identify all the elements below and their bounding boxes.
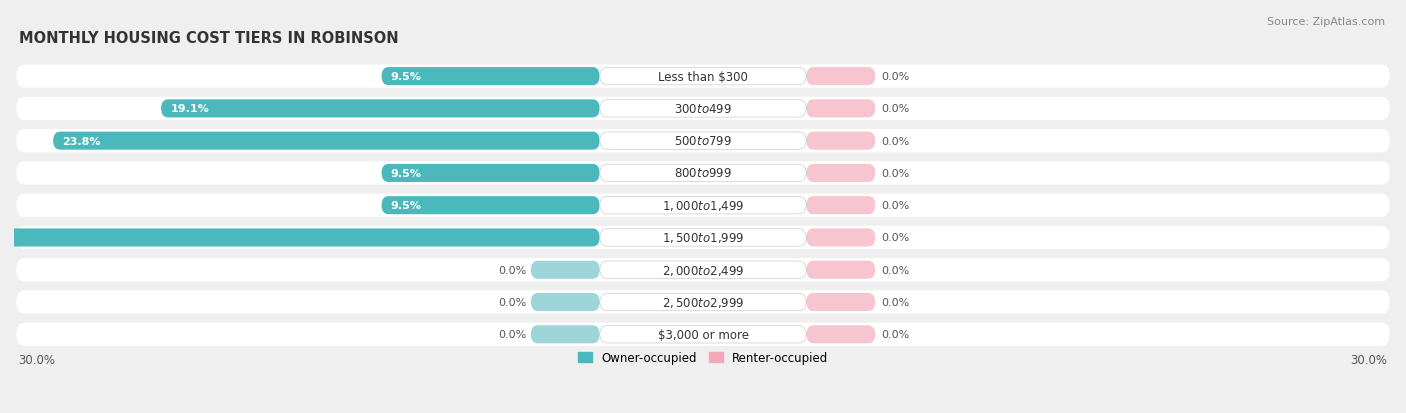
FancyBboxPatch shape [17, 162, 1389, 185]
FancyBboxPatch shape [599, 229, 807, 247]
Text: 0.0%: 0.0% [882, 72, 910, 82]
FancyBboxPatch shape [17, 323, 1389, 346]
FancyBboxPatch shape [807, 197, 875, 215]
Text: 9.5%: 9.5% [391, 72, 422, 82]
FancyBboxPatch shape [381, 68, 599, 86]
Text: 30.0%: 30.0% [18, 353, 56, 366]
Text: 0.0%: 0.0% [498, 330, 526, 339]
FancyBboxPatch shape [599, 100, 807, 118]
FancyBboxPatch shape [807, 68, 875, 86]
FancyBboxPatch shape [807, 261, 875, 279]
FancyBboxPatch shape [162, 100, 599, 118]
Text: 0.0%: 0.0% [882, 297, 910, 307]
FancyBboxPatch shape [807, 164, 875, 183]
FancyBboxPatch shape [807, 100, 875, 118]
Legend: Owner-occupied, Renter-occupied: Owner-occupied, Renter-occupied [578, 351, 828, 364]
FancyBboxPatch shape [807, 229, 875, 247]
Text: $1,000 to $1,499: $1,000 to $1,499 [662, 199, 744, 213]
FancyBboxPatch shape [599, 261, 807, 279]
Text: 0.0%: 0.0% [882, 265, 910, 275]
Text: $2,500 to $2,999: $2,500 to $2,999 [662, 295, 744, 309]
Text: 0.0%: 0.0% [882, 104, 910, 114]
Text: 0.0%: 0.0% [882, 136, 910, 146]
FancyBboxPatch shape [599, 133, 807, 150]
FancyBboxPatch shape [17, 65, 1389, 88]
FancyBboxPatch shape [17, 226, 1389, 249]
FancyBboxPatch shape [599, 197, 807, 214]
FancyBboxPatch shape [53, 132, 599, 150]
FancyBboxPatch shape [17, 130, 1389, 153]
Text: 0.0%: 0.0% [882, 169, 910, 178]
FancyBboxPatch shape [531, 293, 599, 311]
Text: 19.1%: 19.1% [170, 104, 209, 114]
FancyBboxPatch shape [807, 325, 875, 344]
Text: 0.0%: 0.0% [882, 330, 910, 339]
Text: $2,000 to $2,499: $2,000 to $2,499 [662, 263, 744, 277]
FancyBboxPatch shape [381, 164, 599, 183]
FancyBboxPatch shape [0, 229, 599, 247]
Text: Less than $300: Less than $300 [658, 71, 748, 83]
FancyBboxPatch shape [599, 165, 807, 182]
FancyBboxPatch shape [17, 194, 1389, 217]
FancyBboxPatch shape [599, 68, 807, 85]
FancyBboxPatch shape [531, 325, 599, 344]
Text: $1,500 to $1,999: $1,500 to $1,999 [662, 231, 744, 245]
FancyBboxPatch shape [531, 261, 599, 279]
FancyBboxPatch shape [17, 97, 1389, 121]
Text: 0.0%: 0.0% [498, 297, 526, 307]
FancyBboxPatch shape [17, 259, 1389, 282]
FancyBboxPatch shape [807, 132, 875, 150]
Text: $300 to $499: $300 to $499 [673, 103, 733, 116]
Text: 23.8%: 23.8% [62, 136, 101, 146]
Text: MONTHLY HOUSING COST TIERS IN ROBINSON: MONTHLY HOUSING COST TIERS IN ROBINSON [18, 31, 398, 46]
Text: 30.0%: 30.0% [1350, 353, 1388, 366]
Text: $3,000 or more: $3,000 or more [658, 328, 748, 341]
Text: 0.0%: 0.0% [882, 201, 910, 211]
FancyBboxPatch shape [381, 197, 599, 215]
Text: 9.5%: 9.5% [391, 201, 422, 211]
Text: $800 to $999: $800 to $999 [673, 167, 733, 180]
FancyBboxPatch shape [599, 294, 807, 311]
Text: Source: ZipAtlas.com: Source: ZipAtlas.com [1267, 17, 1385, 26]
Text: 0.0%: 0.0% [498, 265, 526, 275]
Text: 9.5%: 9.5% [391, 169, 422, 178]
FancyBboxPatch shape [807, 293, 875, 311]
FancyBboxPatch shape [599, 326, 807, 343]
Text: $500 to $799: $500 to $799 [673, 135, 733, 148]
Text: 0.0%: 0.0% [882, 233, 910, 243]
FancyBboxPatch shape [17, 291, 1389, 314]
